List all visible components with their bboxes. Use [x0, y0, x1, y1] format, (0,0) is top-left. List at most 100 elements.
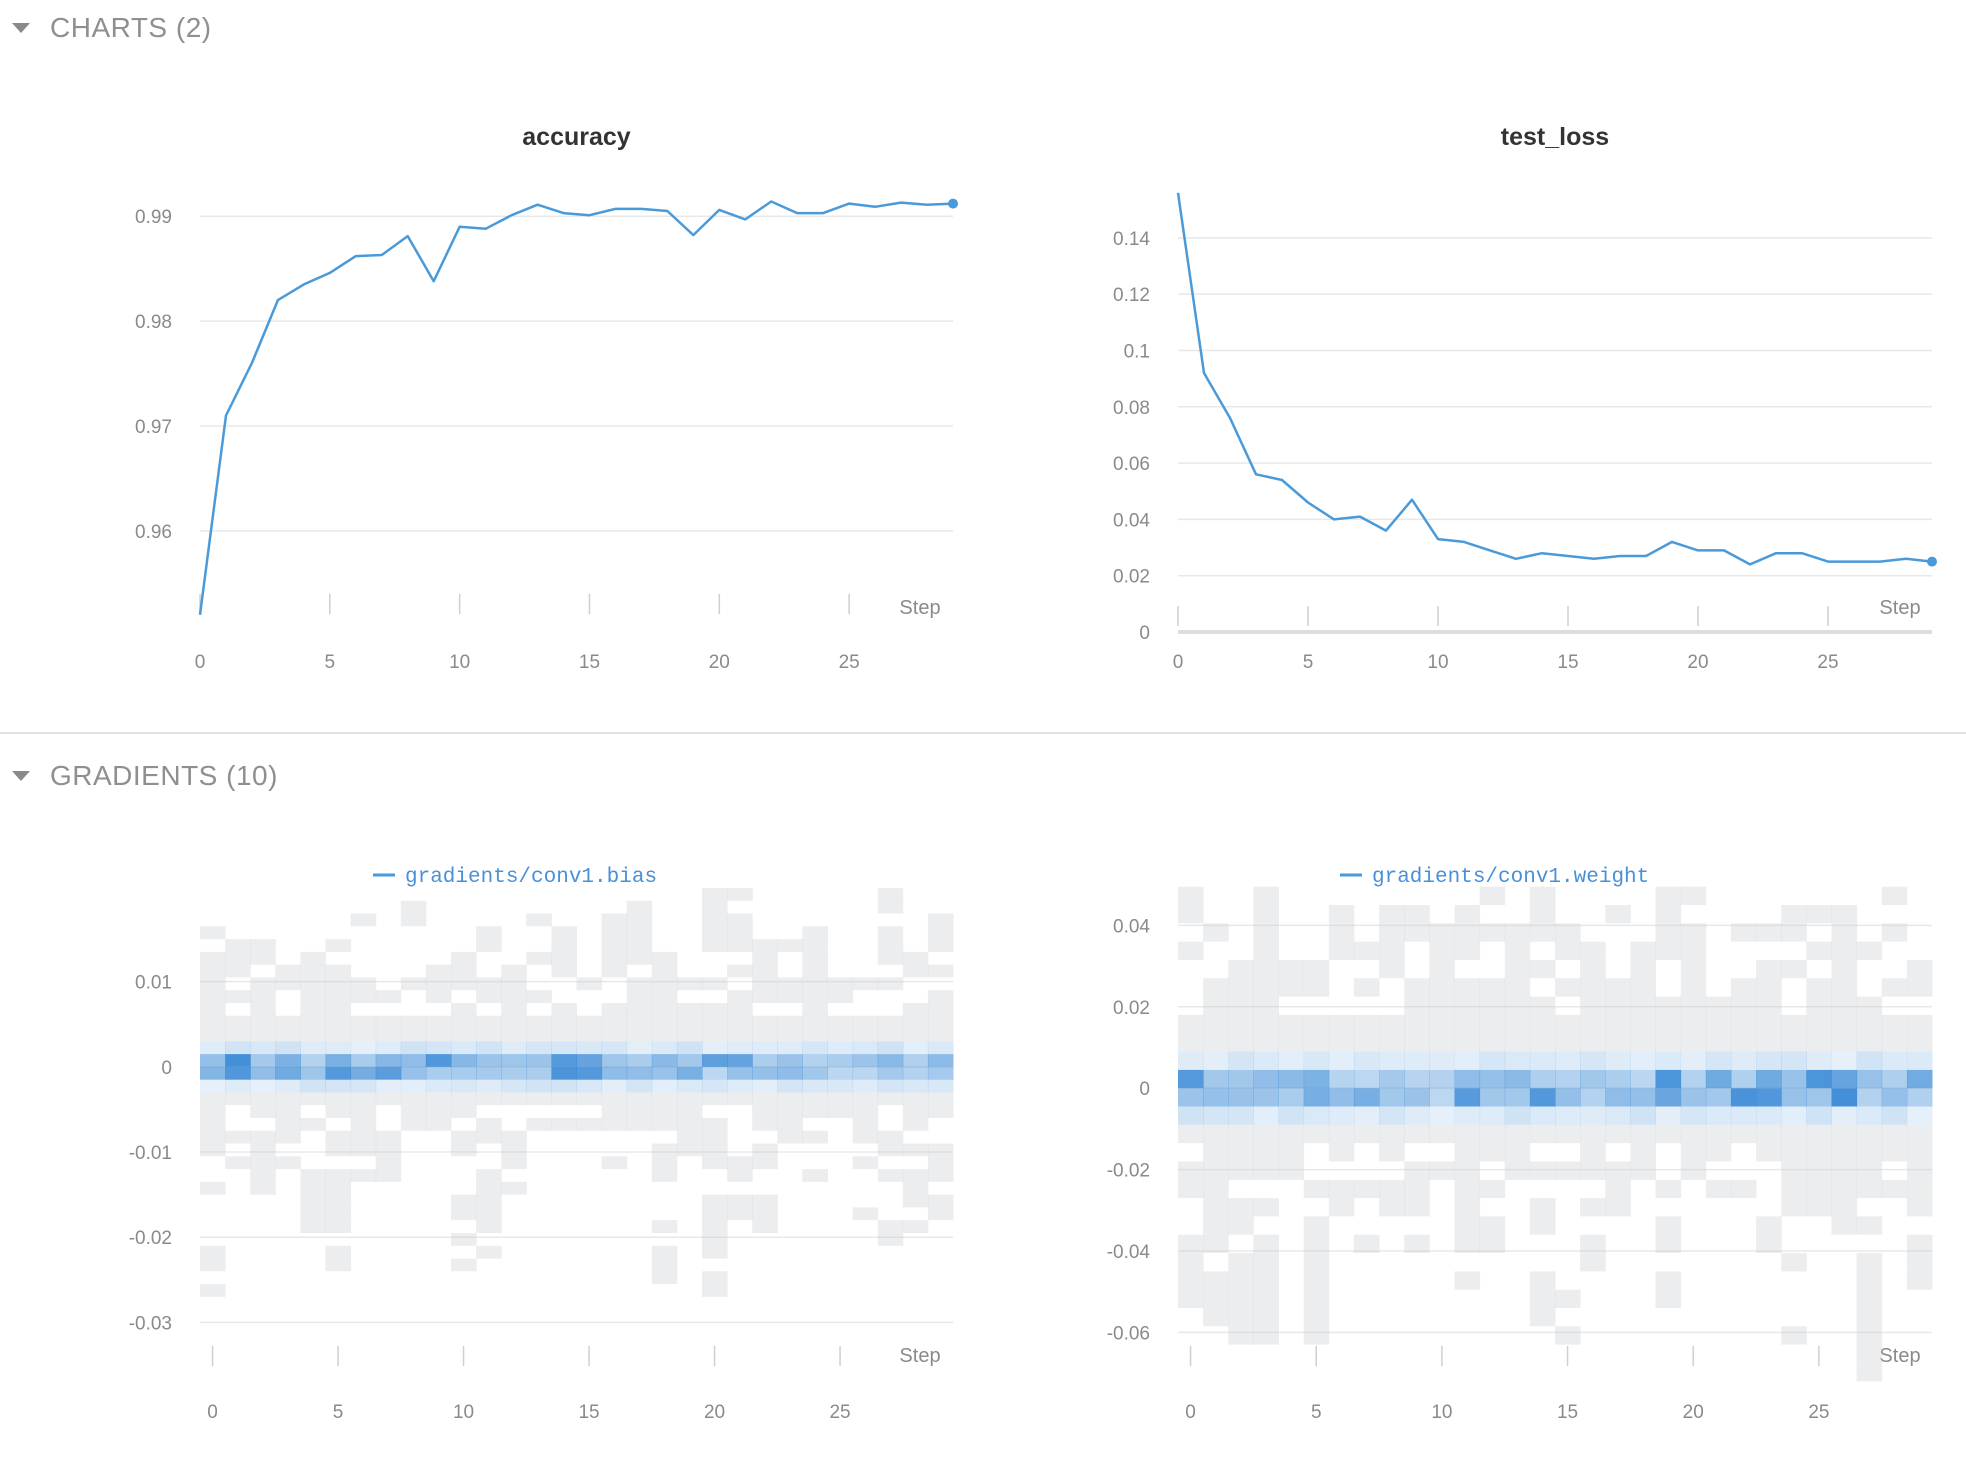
- heatmap-cell: [1831, 1069, 1858, 1089]
- heatmap-cell: [1529, 1161, 1556, 1180]
- heatmap-cell: [827, 977, 854, 991]
- heatmap-cell: [752, 1143, 778, 1157]
- heatmap-cell: [1454, 996, 1481, 1015]
- heatmap-cell: [451, 964, 477, 978]
- heatmap-cell: [651, 964, 678, 978]
- x-tick-label: 25: [1817, 652, 1838, 673]
- heatmap-cell: [325, 1015, 352, 1029]
- heatmap-cell: [1203, 1069, 1229, 1089]
- heatmap-cell: [300, 1194, 326, 1208]
- heatmap-cell: [400, 977, 427, 991]
- heatmap-cell: [1555, 941, 1581, 960]
- heatmap-cell: [451, 1092, 477, 1106]
- heatmap-cell: [702, 1079, 728, 1093]
- x-tick-label: 5: [1311, 1402, 1322, 1423]
- heatmap-cell: [425, 964, 452, 978]
- heatmap-cell: [1228, 1088, 1254, 1107]
- heatmap-cell: [1479, 923, 1506, 942]
- heatmap-cell: [1580, 1143, 1606, 1162]
- heatmap-cell: [1303, 1216, 1330, 1235]
- y-tick-label: 0: [1139, 623, 1150, 644]
- heatmap-cell: [1781, 905, 1807, 924]
- heatmap-cell: [476, 1079, 502, 1093]
- heatmap-cell: [1831, 1088, 1858, 1107]
- heatmap-cell: [1253, 923, 1279, 942]
- x-axis-label: Step: [899, 1345, 940, 1367]
- heatmap-cell: [1203, 1271, 1229, 1290]
- heatmap-cell: [275, 1156, 301, 1170]
- heatmap-cell: [1781, 1033, 1807, 1052]
- gradients-section-header[interactable]: GRADIENTS (10): [0, 756, 278, 796]
- x-tick-label: 25: [839, 652, 860, 673]
- heatmap-cell: [752, 1118, 778, 1131]
- heatmap-cell: [1303, 978, 1330, 997]
- heatmap-cell: [752, 990, 778, 1003]
- heatmap-cell: [1529, 1106, 1556, 1125]
- heatmap-cell: [1303, 1106, 1330, 1125]
- heatmap-cell: [1655, 1033, 1682, 1052]
- heatmap-cell: [1178, 1124, 1204, 1144]
- heatmap-cell: [451, 1233, 477, 1246]
- heatmap-cell: [852, 1207, 879, 1221]
- heatmap-cell: [1580, 1234, 1606, 1253]
- heatmap-cell: [1253, 1326, 1279, 1345]
- heatmap-cell: [1781, 1106, 1807, 1125]
- heatmap-cell: [1454, 1014, 1481, 1034]
- heatmap-cell: [1580, 941, 1606, 960]
- heatmap-cell: [476, 1092, 502, 1106]
- heatmap-cell: [1479, 1216, 1506, 1235]
- heatmap-cell: [651, 951, 678, 965]
- heatmap-cell: [1881, 1143, 1908, 1162]
- heatmap-cell: [1303, 1014, 1330, 1034]
- heatmap-cell: [350, 1054, 377, 1067]
- heatmap-cell: [1705, 1088, 1732, 1107]
- heatmap-cell: [676, 1066, 703, 1080]
- heatmap-cell: [200, 951, 226, 965]
- heatmap-cell: [1856, 1051, 1883, 1070]
- heatmap-cell: [1881, 1033, 1908, 1052]
- heatmap-cell: [702, 1028, 728, 1042]
- heatmap-cell: [250, 1143, 276, 1157]
- heatmap-cell: [752, 1194, 778, 1208]
- heatmap-cell: [1906, 1051, 1933, 1070]
- heatmap-cell: [1881, 923, 1908, 942]
- y-tick-label: -0.02: [1107, 1161, 1150, 1182]
- heatmap-cell: [626, 1118, 653, 1131]
- heatmap-cell: [902, 1220, 929, 1233]
- heatmap-cell: [375, 990, 402, 1003]
- heatmap-cell: [877, 1169, 904, 1182]
- heatmap-cell: [1555, 923, 1581, 942]
- heatmap-cell: [1680, 1088, 1707, 1107]
- heatmap-cell: [927, 1003, 954, 1016]
- heatmap-cell: [1228, 1124, 1254, 1144]
- heatmap-cell: [827, 1054, 854, 1067]
- heatmap-cell: [601, 1003, 628, 1016]
- heatmap-cell: [1479, 1069, 1506, 1089]
- heatmap-cell: [802, 951, 828, 965]
- heatmap-cell: [902, 1092, 929, 1106]
- heatmap-cell: [1203, 1216, 1229, 1235]
- heatmap-cell: [1756, 1014, 1782, 1034]
- heatmap-cell: [451, 1015, 477, 1029]
- heatmap-cell: [501, 1066, 527, 1080]
- heatmap-cell: [1580, 1069, 1606, 1089]
- heatmap-cell: [1303, 1234, 1330, 1253]
- heatmap-cell: [1856, 1014, 1883, 1034]
- heatmap-cell: [1529, 1271, 1556, 1290]
- heatmap-cell: [225, 1066, 251, 1080]
- charts-section-header[interactable]: CHARTS (2): [0, 8, 212, 48]
- x-tick-label: 10: [453, 1402, 474, 1423]
- heatmap-cell: [1404, 1234, 1430, 1253]
- heatmap-cell: [651, 977, 678, 991]
- heatmap-cell: [927, 1143, 954, 1157]
- heatmap-cell: [777, 977, 803, 991]
- heatmap-cell: [250, 939, 276, 952]
- heatmap-cell: [651, 1169, 678, 1182]
- heatmap-cell: [1278, 1106, 1305, 1125]
- heatmap-cell: [1730, 978, 1757, 997]
- heatmap-cell: [1454, 1271, 1481, 1290]
- heatmap-cell: [451, 1003, 477, 1016]
- heatmap-cell: [200, 1015, 226, 1029]
- heatmap-cell: [1781, 1051, 1807, 1070]
- heatmap-cell: [777, 1105, 803, 1118]
